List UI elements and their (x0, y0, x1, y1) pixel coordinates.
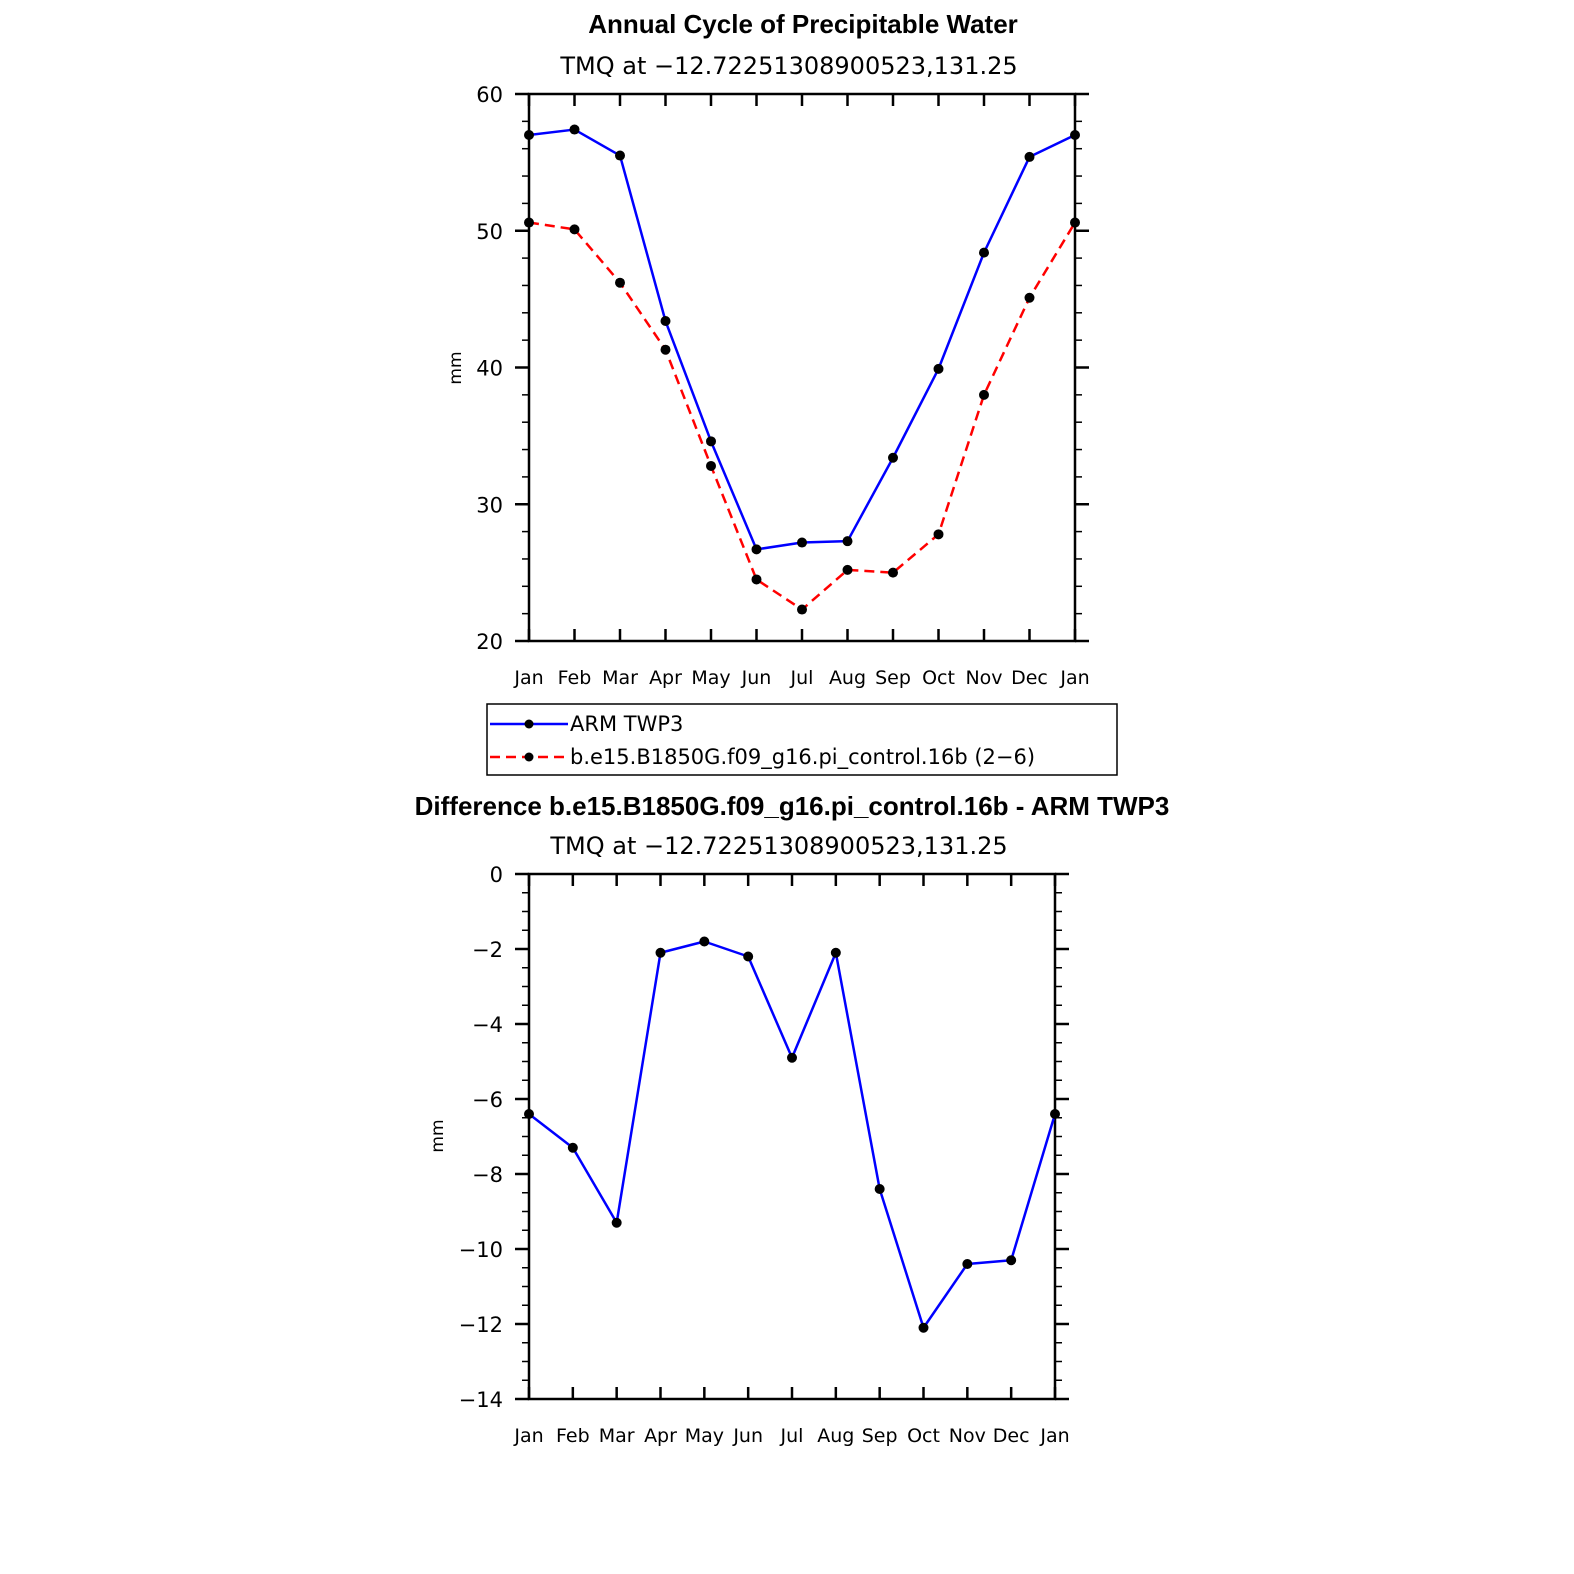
chart2-title: Difference b.e15.B1850G.f09_g16.pi_contr… (415, 791, 1170, 821)
y-tick-label: −2 (472, 938, 503, 962)
series-0-point (706, 436, 716, 447)
y-tick-label: −14 (459, 1388, 503, 1412)
chart1-title: Annual Cycle of Precipitable Water (588, 9, 1018, 39)
chart2-ylabel: mm (428, 1119, 448, 1152)
series-1-point (979, 389, 989, 400)
y-tick-label: 0 (490, 863, 503, 887)
x-tick-label: Oct (922, 667, 955, 689)
x-tick-label: Sep (875, 667, 911, 689)
y-tick-label: −10 (459, 1238, 503, 1262)
series-0-point (888, 452, 898, 463)
y-tick-label: −6 (472, 1088, 503, 1112)
series-0-point (1006, 1255, 1017, 1266)
series-0-point (979, 247, 989, 258)
series-0-point (1050, 1109, 1060, 1119)
x-tick-label: Jul (790, 667, 814, 689)
legend-marker-arm (524, 719, 534, 729)
series-1-point (569, 224, 580, 235)
series-line-1 (528, 221, 1077, 611)
series-0-point (874, 1184, 885, 1194)
x-tick-label: Oct (907, 1425, 940, 1447)
series-0-point (1070, 130, 1080, 141)
series-0-point (615, 150, 625, 161)
x-tick-label: Sep (862, 1425, 898, 1447)
series-0-point (743, 951, 754, 962)
chart1-legend: ARM TWP3 b.e15.B1850G.f09_g16.pi_control… (486, 703, 1118, 776)
x-tick-label: Aug (829, 667, 866, 689)
series-1-point (660, 344, 671, 355)
x-tick-label: Jan (513, 1425, 543, 1447)
series-0-point (918, 1322, 929, 1333)
series-0-point (797, 537, 807, 548)
series-0-point (933, 363, 944, 374)
series-0-point (660, 316, 671, 327)
series-1-point (1070, 217, 1080, 228)
series-1-point (751, 574, 762, 585)
chart2-plot: Jan Feb Mar Apr May Jun Jul Aug Sep Oct Nov Dec Jan−… (459, 863, 1070, 1447)
series-0-point (842, 536, 853, 547)
x-tick-label: Mar (602, 667, 638, 689)
x-tick-label: Jun (732, 1425, 763, 1447)
x-tick-label: Apr (644, 1425, 677, 1447)
series-1-point (797, 604, 807, 615)
y-tick-label: −12 (459, 1313, 503, 1337)
x-tick-label: May (691, 667, 730, 689)
series-0-point (567, 1142, 578, 1153)
series-1-point (933, 529, 944, 540)
x-tick-label: May (685, 1425, 724, 1447)
x-tick-label: Dec (993, 1425, 1030, 1447)
series-line-0 (528, 128, 1076, 551)
series-0-point (830, 947, 841, 958)
series-0-point (655, 947, 666, 958)
series-1-point (706, 460, 716, 471)
x-tick-label: Dec (1011, 667, 1048, 689)
series-0-point (962, 1259, 973, 1269)
x-tick-label: Jan (513, 667, 543, 689)
y-tick-label: 20 (476, 630, 503, 654)
x-tick-label: Jul (780, 1425, 804, 1447)
x-tick-label: Nov (949, 1425, 986, 1447)
x-tick-label: Jan (1039, 1425, 1069, 1447)
y-tick-label: −8 (472, 1163, 503, 1187)
series-0-point (524, 1109, 534, 1119)
series-1-point (888, 567, 898, 578)
legend-label-arm: ARM TWP3 (570, 712, 683, 736)
series-0-point (1024, 151, 1035, 162)
series-0-point (611, 1217, 622, 1228)
y-tick-label: 40 (476, 357, 503, 381)
x-tick-label: Nov (965, 667, 1002, 689)
plot-frame (527, 872, 1057, 1401)
legend-frame (486, 703, 1118, 776)
chart1-subtitle: TMQ at −12.72251308900523,131.25 (559, 52, 1017, 80)
plot-frame (527, 92, 1077, 643)
legend-marker-model (524, 752, 534, 762)
x-tick-label: Feb (558, 667, 592, 689)
chart1-ylabel: mm (446, 351, 466, 384)
x-tick-label: Aug (817, 1425, 854, 1447)
y-tick-label: 30 (476, 493, 503, 517)
x-tick-label: Apr (649, 667, 682, 689)
legend-label-model: b.e15.B1850G.f09_g16.pi_control.16b (2−6… (570, 745, 1035, 770)
series-0-point (524, 130, 534, 141)
series-0-point (569, 124, 580, 135)
series-0-point (787, 1052, 797, 1063)
series-0-point (699, 936, 710, 947)
series-1-point (615, 277, 625, 288)
series-line-0 (528, 940, 1057, 1329)
x-tick-label: Jan (1059, 667, 1089, 689)
x-tick-label: Jun (741, 667, 772, 689)
y-tick-label: 50 (476, 220, 503, 244)
y-tick-label: 60 (476, 83, 503, 107)
series-0-point (751, 544, 762, 555)
chart2-subtitle: TMQ at −12.72251308900523,131.25 (549, 832, 1007, 860)
series-1-point (1024, 292, 1035, 303)
series-1-point (842, 564, 853, 575)
chart1-plot: Jan Feb Mar Apr May Jun Jul Aug Sep Oct Nov Dec Jan 2… (476, 83, 1089, 689)
series-1-point (524, 217, 534, 228)
x-tick-label: Feb (556, 1425, 590, 1447)
x-tick-label: Mar (599, 1425, 635, 1447)
y-tick-label: −4 (472, 1013, 503, 1037)
